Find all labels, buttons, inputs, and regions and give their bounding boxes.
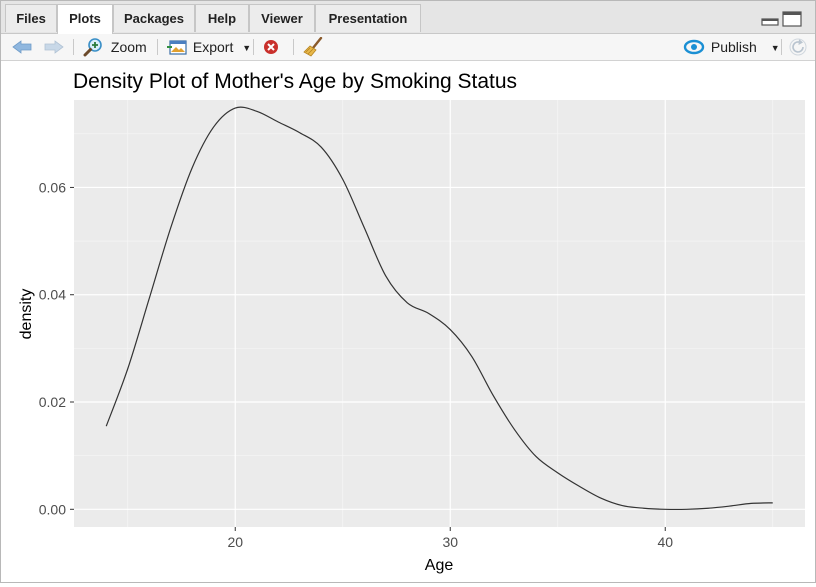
window-controls [761,10,805,28]
export-label: Export [192,39,234,55]
plots-toolbar: Zoom Export ▼ [1,34,815,61]
minor-gridlines [74,100,805,527]
back-arrow-icon[interactable] [11,39,33,55]
x-tick-label: 30 [442,534,458,550]
zoom-label: Zoom [110,39,147,55]
y-tick-label: 0.02 [39,394,66,410]
chevron-down-icon: ▼ [242,43,252,54]
minimize-icon[interactable] [761,18,779,26]
toolbar-separator [73,39,74,55]
tab-packages[interactable]: Packages [113,4,195,32]
tab-help[interactable]: Help [195,4,249,32]
export-image-icon [167,40,187,55]
remove-plot-icon[interactable] [263,38,283,56]
x-axis-label: Age [425,557,454,574]
y-tick-label: 0.00 [39,501,66,517]
zoom-button[interactable]: Zoom [83,34,147,60]
zoom-magnifier-icon [83,37,102,57]
tab-files[interactable]: Files [5,4,57,32]
y-axis-ticks: 0.00 0.02 0.04 0.06 [39,179,74,517]
tab-plots[interactable]: Plots [57,4,113,34]
toolbar-separator [253,39,254,55]
density-curve [105,106,773,511]
forward-arrow-icon[interactable] [43,39,65,55]
x-tick-label: 20 [227,534,243,550]
tab-presentation[interactable]: Presentation [315,4,421,32]
export-dropdown[interactable]: Export ▼ [167,34,251,60]
toolbar-separator [781,39,782,55]
publish-label: Publish [710,39,757,55]
tab-bar: Files Plots Packages Help Viewer Present… [1,1,815,34]
y-tick-label: 0.04 [39,287,66,303]
toolbar-separator [293,39,294,55]
maximize-icon[interactable] [782,11,802,27]
tab-viewer[interactable]: Viewer [249,4,315,32]
broom-clear-all-icon[interactable] [303,37,325,57]
y-axis-label: density [18,289,35,340]
publish-button[interactable]: Publish ▼ [683,34,780,60]
y-tick-label: 0.06 [39,179,66,195]
x-tick-label: 40 [657,534,673,550]
toolbar-separator [157,39,158,55]
chart-title: Density Plot of Mother's Age by Smoking … [73,70,517,93]
plot-viewer: Density Plot of Mother's Age by Smoking … [1,61,815,582]
major-gridlines [74,100,805,527]
publish-icon [683,39,705,54]
chevron-down-icon[interactable]: ▼ [770,43,780,54]
density-chart: Density Plot of Mother's Age by Smoking … [18,70,805,574]
refresh-icon[interactable] [789,38,807,56]
plot-panel [74,100,805,527]
x-axis-ticks: 20 30 40 [227,527,673,550]
